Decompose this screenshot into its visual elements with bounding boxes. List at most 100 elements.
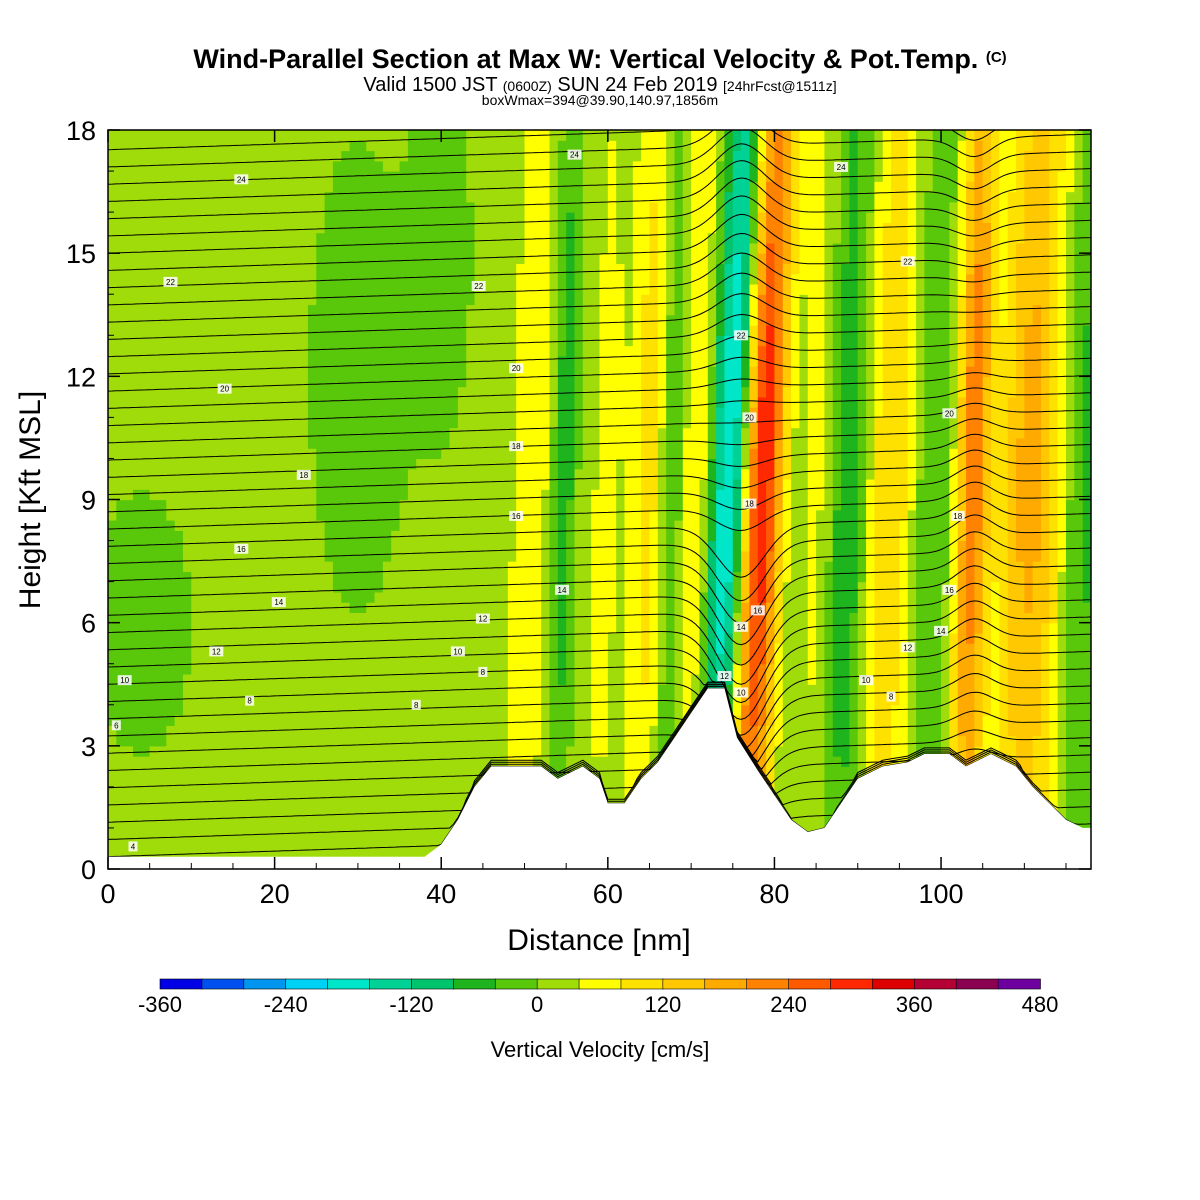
velocity-cell	[532, 448, 542, 460]
velocity-cell	[366, 797, 376, 809]
velocity-cell	[399, 632, 409, 644]
velocity-cell	[424, 212, 434, 223]
velocity-cell	[116, 171, 126, 182]
velocity-cell	[249, 622, 259, 634]
velocity-cell	[257, 489, 267, 501]
velocity-cell	[216, 325, 226, 336]
velocity-cell	[399, 520, 409, 531]
velocity-cell	[524, 263, 534, 275]
velocity-cell	[257, 160, 267, 172]
velocity-cell	[474, 745, 484, 757]
velocity-cell	[624, 171, 634, 182]
velocity-cell	[582, 458, 592, 470]
velocity-cell	[582, 130, 592, 141]
velocity-cell	[332, 725, 342, 737]
velocity-cell	[224, 735, 234, 747]
velocity-cell	[324, 561, 334, 572]
velocity-cell	[357, 242, 367, 254]
velocity-cell	[132, 766, 142, 778]
velocity-cell	[399, 232, 409, 244]
velocity-cell	[374, 171, 384, 182]
velocity-cell	[507, 735, 517, 747]
velocity-cell	[224, 807, 234, 819]
velocity-cell	[407, 571, 417, 583]
velocity-cell	[549, 684, 559, 696]
velocity-cell	[624, 427, 634, 439]
velocity-cell	[116, 786, 126, 798]
velocity-cell	[324, 622, 334, 634]
velocity-cell	[474, 222, 484, 234]
velocity-cell	[416, 437, 426, 449]
velocity-cell	[666, 160, 676, 172]
velocity-cell	[499, 704, 509, 716]
velocity-cell	[366, 684, 376, 696]
velocity-cell	[324, 181, 334, 193]
velocity-cell	[457, 530, 467, 542]
velocity-cell	[324, 838, 334, 850]
velocity-cell	[516, 355, 526, 367]
velocity-cell	[132, 602, 142, 613]
velocity-cell	[124, 715, 134, 726]
velocity-cell	[241, 591, 251, 603]
velocity-cell	[316, 838, 326, 850]
velocity-cell	[474, 396, 484, 408]
velocity-cell	[399, 222, 409, 234]
velocity-cell	[274, 632, 284, 644]
velocity-cell	[266, 591, 276, 603]
velocity-cell	[466, 725, 476, 737]
velocity-cell	[216, 848, 226, 860]
velocity-cell	[441, 653, 451, 665]
velocity-cell	[249, 201, 259, 213]
velocity-cell	[441, 171, 451, 182]
velocity-cell	[466, 140, 476, 152]
velocity-cell	[324, 191, 334, 203]
velocity-cell	[432, 345, 442, 357]
velocity-cell	[108, 242, 117, 254]
velocity-cell	[291, 427, 301, 439]
velocity-cell	[674, 632, 684, 644]
velocity-cell	[174, 294, 184, 306]
velocity-cell	[157, 827, 167, 839]
velocity-cell	[307, 817, 317, 829]
velocity-cell	[166, 807, 176, 819]
velocity-cell	[407, 396, 417, 408]
velocity-cell	[357, 797, 367, 809]
velocity-cell	[582, 355, 592, 367]
velocity-cell	[466, 622, 476, 634]
velocity-cell	[166, 417, 176, 429]
velocity-cell	[307, 797, 317, 809]
velocity-cell	[249, 212, 259, 223]
velocity-cell	[391, 171, 401, 182]
velocity-cell	[291, 386, 301, 398]
velocity-cell	[224, 407, 234, 418]
velocity-cell	[524, 735, 534, 747]
velocity-cell	[124, 509, 134, 521]
velocity-cell	[507, 150, 517, 162]
velocity-cell	[624, 160, 634, 172]
velocity-cell	[349, 407, 359, 418]
velocity-cell	[466, 232, 476, 244]
velocity-cell	[224, 335, 234, 347]
velocity-cell	[674, 643, 684, 655]
velocity-cell	[141, 304, 151, 316]
velocity-cell	[457, 191, 467, 203]
velocity-cell	[666, 181, 676, 193]
velocity-cell	[474, 715, 484, 726]
velocity-cell	[141, 786, 151, 798]
velocity-cell	[441, 530, 451, 542]
velocity-cell	[316, 355, 326, 367]
velocity-cell	[132, 304, 142, 316]
velocity-cell	[474, 540, 484, 552]
velocity-cell	[657, 540, 667, 552]
velocity-cell	[207, 325, 217, 336]
velocity-cell	[499, 140, 509, 152]
velocity-cell	[507, 694, 517, 706]
velocity-cell	[216, 191, 226, 203]
velocity-cell	[632, 304, 642, 316]
velocity-cell	[257, 612, 267, 624]
velocity-cell	[566, 499, 576, 511]
velocity-cell	[566, 745, 576, 757]
velocity-cell	[141, 283, 151, 295]
velocity-cell	[232, 797, 242, 809]
velocity-cell	[649, 468, 659, 480]
